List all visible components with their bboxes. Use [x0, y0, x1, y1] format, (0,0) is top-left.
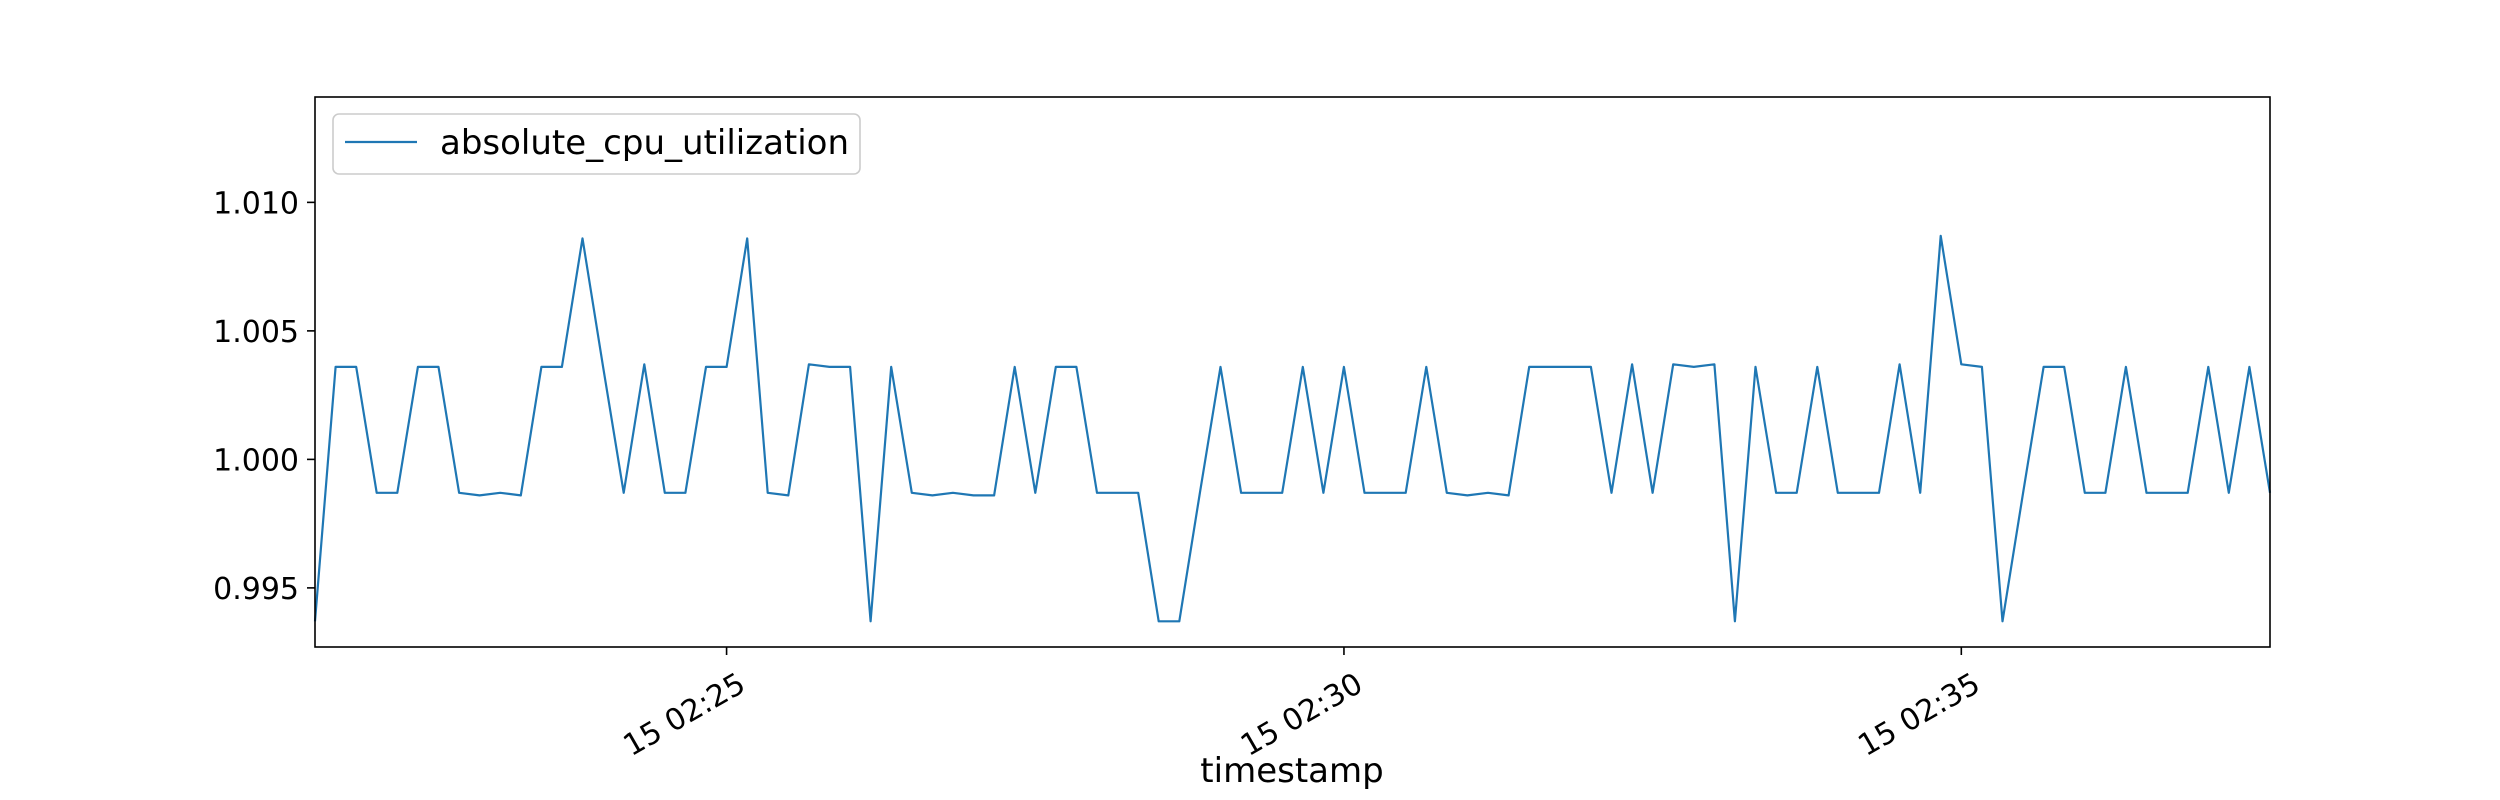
x-tick-label: 15 02:35: [1852, 666, 1986, 763]
x-tick-label: 15 02:25: [618, 666, 752, 763]
plot-frame: [314, 96, 2271, 648]
y-axis-ticks: 0.995 1.000 1.005 1.010: [213, 186, 315, 607]
y-tick-label: 0.995: [213, 572, 299, 607]
y-tick-label: 1.010: [213, 186, 299, 221]
x-axis-ticks: 15 02:25 15 02:30 15 02:35: [618, 647, 1986, 764]
y-tick-label: 1.000: [213, 443, 299, 478]
series-layer: [313, 234, 2272, 623]
legend-label: absolute_cpu_utilization: [440, 123, 849, 163]
y-tick-label: 1.005: [213, 315, 299, 350]
legend-box: [332, 113, 861, 175]
series-line-absolute-cpu-utilization: [313, 234, 2272, 623]
legend: absolute_cpu_utilization: [332, 113, 861, 175]
x-tick-label: 15 02:30: [1235, 666, 1369, 763]
x-axis-label: timestamp: [1200, 751, 1383, 791]
